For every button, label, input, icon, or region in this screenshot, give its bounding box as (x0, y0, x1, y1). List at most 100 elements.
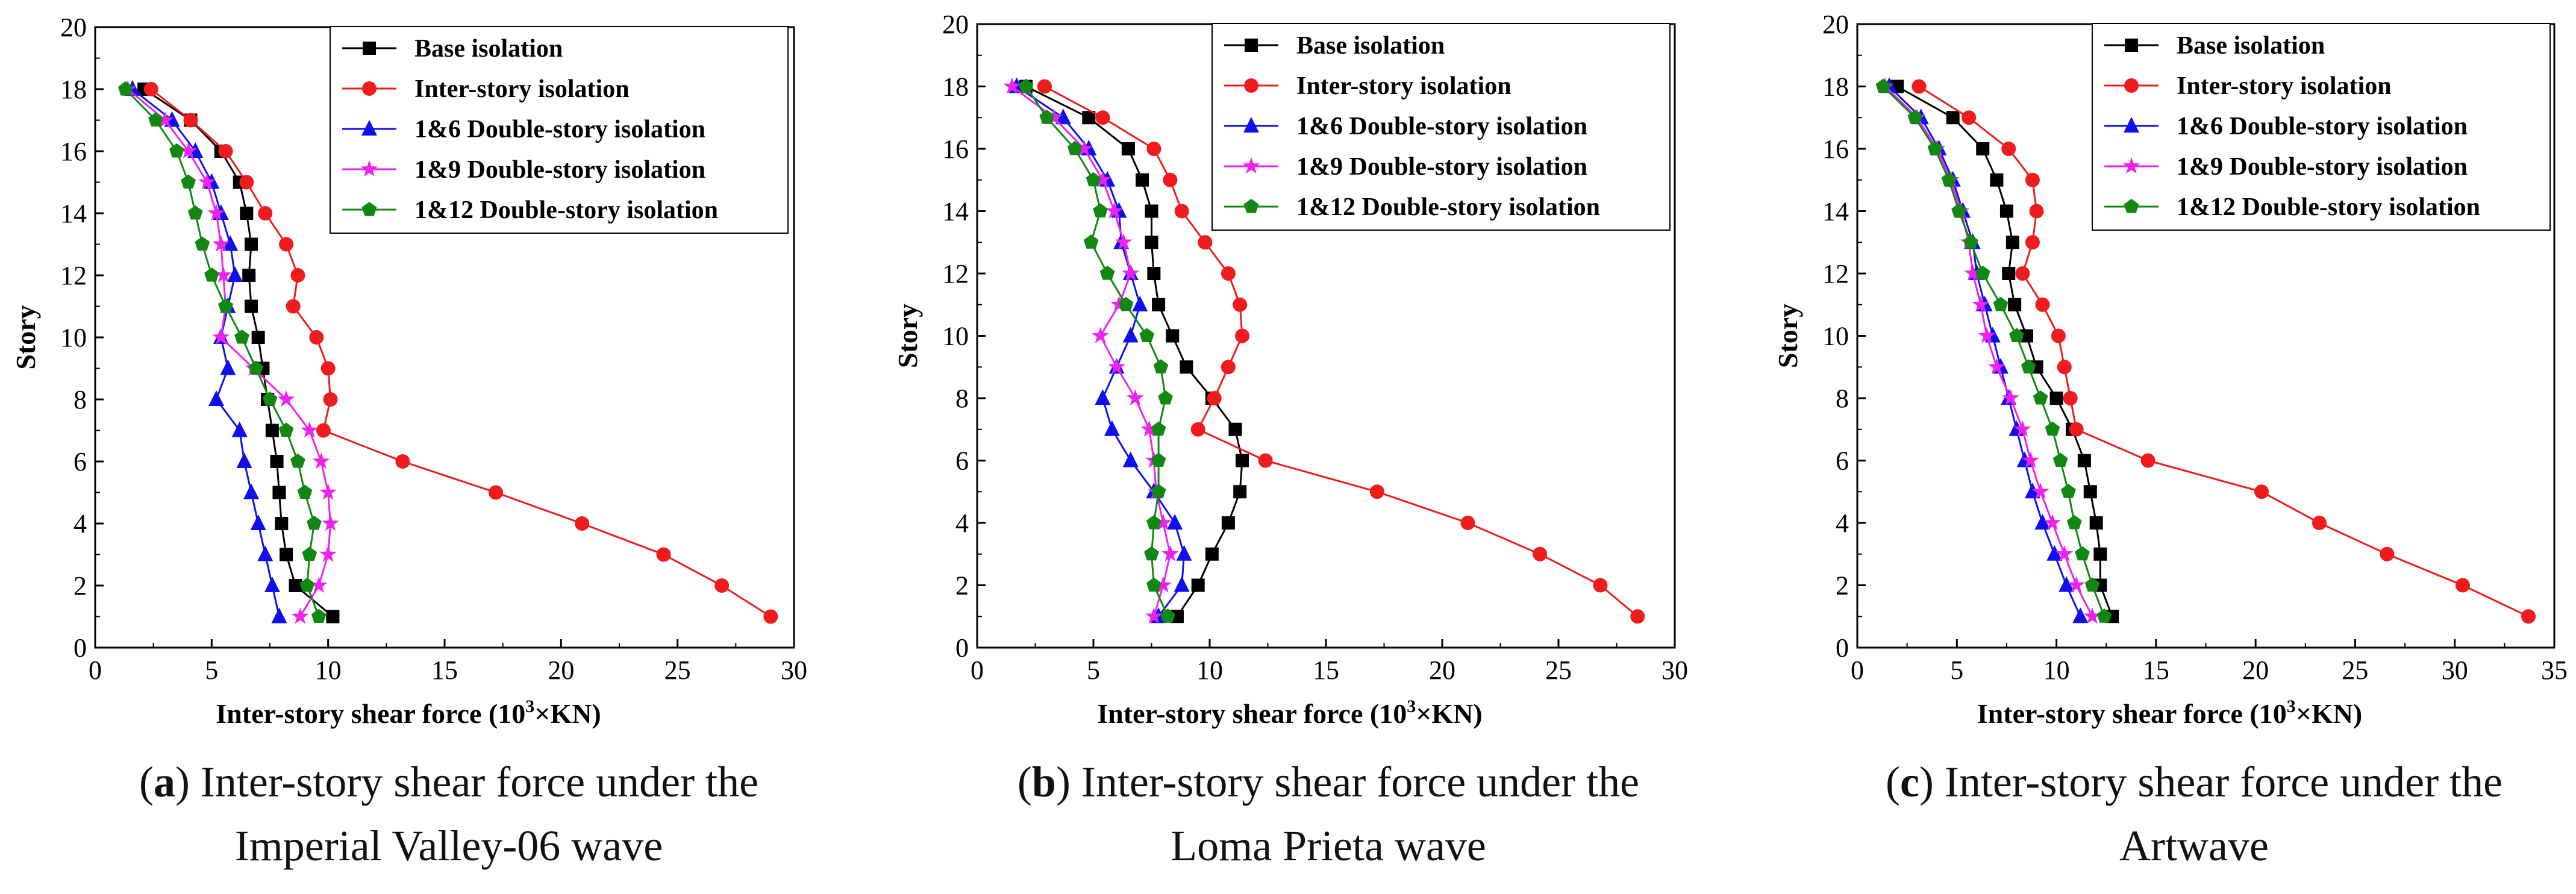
data-point (1118, 296, 1134, 311)
legend-marker (360, 160, 378, 177)
data-point (323, 392, 338, 407)
series-circle (1037, 79, 1645, 624)
data-point (322, 514, 339, 531)
data-point (1003, 77, 1021, 94)
data-point (275, 517, 289, 530)
data-point (714, 578, 730, 593)
y-tick-label: 12 (60, 261, 87, 290)
x-tick-label: 10 (2043, 655, 2070, 685)
data-point (2072, 607, 2089, 624)
series-star (1877, 77, 2101, 624)
data-point (1228, 422, 1242, 436)
x-axis-title-suffix: ×KN) (534, 698, 601, 729)
data-point (395, 454, 410, 469)
x-tick-label: 20 (1429, 655, 1455, 685)
y-tick-label: 6 (955, 446, 969, 476)
y-tick-label: 0 (1836, 633, 1849, 663)
x-axis-title-main: Inter-story shear force (10 (1097, 698, 1407, 729)
data-point (1221, 266, 1236, 281)
x-tick-label: 5 (205, 655, 218, 685)
data-point (2077, 454, 2091, 467)
data-point (1067, 141, 1083, 155)
data-point (575, 516, 590, 531)
data-point (231, 421, 248, 437)
x-axis-title-sup: 3 (525, 696, 534, 716)
data-point (156, 111, 174, 128)
data-point (2067, 515, 2082, 530)
data-point (183, 113, 198, 128)
data-point (1093, 203, 1108, 217)
data-point (262, 392, 278, 406)
series-line (131, 88, 280, 617)
data-point (1121, 142, 1135, 155)
data-point (1630, 609, 1645, 624)
data-point (1108, 358, 1125, 375)
data-point (320, 361, 336, 376)
legend-label: 1&12 Double-story isolation (414, 196, 718, 224)
data-point (1144, 546, 1159, 561)
data-point (1963, 234, 1978, 249)
data-point (1095, 110, 1110, 125)
data-point (312, 452, 330, 469)
data-point (316, 423, 331, 438)
caption-text: ) Inter-story shear force under the (1919, 758, 2503, 806)
data-point (222, 235, 239, 251)
data-point (280, 548, 293, 561)
legend-marker (361, 202, 377, 216)
data-point (1174, 204, 1189, 219)
caption-paren: ( (139, 758, 154, 806)
data-point (1160, 608, 1175, 623)
series-triangle (1881, 77, 2089, 624)
data-point (1122, 327, 1139, 343)
x-axis-title: Inter-story shear force (103×KN) (216, 696, 601, 729)
data-point (326, 610, 340, 624)
data-point (272, 486, 286, 499)
y-tick-label: 4 (1836, 508, 1849, 538)
series-circle (143, 82, 778, 624)
legend: Base isolation Inter-story isolation 1&6 D… (1211, 23, 1671, 231)
x-tick-label: 0 (1851, 655, 1864, 685)
data-point (2055, 545, 2074, 561)
data-point (1153, 359, 1169, 374)
series-star (119, 80, 339, 624)
y-tick-label: 2 (1836, 571, 1849, 601)
data-point (1460, 516, 1475, 530)
y-tick-label: 4 (73, 509, 87, 539)
legend-label: Base isolation (2177, 32, 2325, 60)
y-tick-label: 18 (942, 72, 969, 102)
data-point (1146, 577, 1161, 592)
data-point (2009, 328, 2024, 342)
y-tick-label: 8 (1836, 384, 1849, 413)
series-pentagon (1018, 78, 1175, 623)
data-point (1190, 422, 1205, 437)
data-point (278, 422, 294, 437)
caption-letter: a (154, 758, 175, 806)
data-point (2015, 266, 2030, 281)
data-point (208, 390, 225, 406)
y-tick-label: 10 (942, 322, 969, 351)
series-line (1888, 86, 2081, 617)
legend-marker (2122, 157, 2140, 174)
x-tick-label: 35 (2541, 655, 2568, 685)
data-point (2140, 453, 2156, 468)
data-point (169, 143, 184, 158)
y-tick-label: 8 (955, 384, 969, 413)
legend-marker (1242, 157, 1260, 174)
data-point (2083, 607, 2101, 624)
x-axis-title-suffix: ×KN) (1416, 698, 1483, 729)
data-point (2096, 608, 2112, 623)
data-point (1082, 111, 1096, 125)
legend-box (330, 26, 789, 234)
data-point (245, 237, 258, 251)
data-point (264, 577, 280, 592)
data-point (2031, 483, 2049, 499)
series-triangle (1008, 77, 1192, 624)
data-point (292, 607, 309, 624)
data-point (198, 173, 216, 190)
y-axis-title: Story (892, 304, 923, 368)
data-point (1152, 298, 1166, 311)
series-pentagon (1875, 78, 2112, 623)
legend-marker (1243, 199, 1259, 213)
data-point (2045, 421, 2060, 436)
